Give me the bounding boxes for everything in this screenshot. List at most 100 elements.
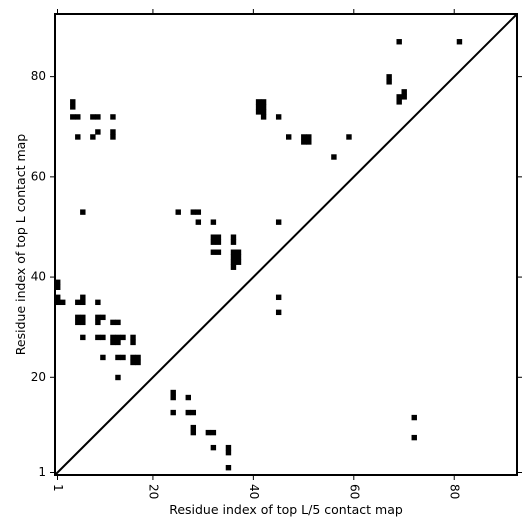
- x-tick-label: 1: [51, 484, 65, 492]
- contact-point-upper: [90, 114, 96, 120]
- contact-point-upper: [70, 114, 76, 120]
- contact-point-upper: [235, 254, 242, 260]
- contact-point-upper: [135, 359, 141, 366]
- contact-point-lower: [225, 449, 232, 456]
- contact-point-lower: [225, 464, 232, 471]
- contact-point-upper: [255, 109, 262, 115]
- contact-point-upper: [230, 254, 237, 260]
- contact-point-upper: [55, 299, 61, 306]
- x-tick-label: 40: [247, 484, 261, 499]
- contact-point-upper: [95, 299, 101, 306]
- contact-point-upper: [130, 334, 136, 341]
- contact-point-lower: [170, 409, 176, 416]
- contact-point-upper: [80, 294, 86, 301]
- markers-lower: [170, 389, 417, 471]
- contact-point-upper: [75, 299, 81, 306]
- contact-point-upper: [120, 354, 126, 361]
- contact-point-upper: [230, 264, 237, 270]
- contact-point-upper: [306, 134, 312, 140]
- y-tick-label: 80: [31, 69, 46, 83]
- contact-point-upper: [70, 104, 76, 110]
- contact-point-upper: [235, 249, 242, 255]
- contact-point-upper: [331, 154, 337, 160]
- contact-point-upper: [230, 239, 237, 245]
- plot-frame: [54, 13, 518, 476]
- contact-point-upper: [95, 114, 101, 120]
- contact-point-upper: [301, 134, 307, 140]
- contact-point-upper: [80, 209, 86, 215]
- contact-point-upper: [195, 209, 202, 215]
- contact-point-upper: [110, 114, 116, 120]
- contact-point-lower: [190, 429, 197, 436]
- contact-point-upper: [115, 334, 121, 341]
- contact-point-lower: [170, 389, 176, 396]
- contact-point-upper: [90, 134, 96, 140]
- contact-point-lower: [210, 444, 217, 451]
- contact-point-upper: [255, 99, 262, 105]
- contact-point-upper: [260, 104, 267, 110]
- contact-point-upper: [110, 339, 116, 346]
- contact-point-upper: [100, 354, 106, 361]
- contact-point-lower: [190, 424, 197, 431]
- x-axis-title: Residue index of top L/5 contact map: [169, 502, 403, 517]
- contact-point-upper: [60, 299, 66, 306]
- contact-point-upper: [80, 319, 86, 326]
- contact-point-upper: [396, 94, 402, 100]
- contact-point-upper: [80, 314, 86, 321]
- contact-point-lower: [411, 414, 417, 421]
- contact-point-upper: [190, 209, 197, 215]
- x-tick-label: 80: [448, 484, 462, 499]
- y-tick-label: 60: [31, 169, 46, 183]
- contact-point-lower: [225, 444, 232, 451]
- y-tick-label: 40: [31, 270, 46, 284]
- contact-point-upper: [175, 209, 181, 215]
- diagonal-line: [54, 13, 518, 476]
- contact-point-upper: [401, 89, 407, 95]
- contact-point-upper: [230, 234, 237, 240]
- contact-point-upper: [80, 299, 86, 306]
- contact-point-upper: [75, 114, 81, 120]
- contact-point-upper: [386, 79, 392, 85]
- contact-point-upper: [115, 339, 121, 346]
- contact-point-upper: [306, 139, 312, 145]
- contact-point-upper: [210, 249, 217, 255]
- y-tick-label: 1: [38, 465, 46, 479]
- contact-point-lower: [205, 429, 212, 436]
- contact-point-upper: [275, 114, 282, 120]
- contact-point-upper: [95, 319, 101, 326]
- contact-point-upper: [135, 354, 141, 361]
- contact-point-upper: [255, 104, 262, 110]
- contact-point-lower: [411, 434, 417, 441]
- contact-point-lower: [190, 409, 197, 416]
- contact-point-upper: [120, 334, 126, 341]
- contact-point-upper: [275, 309, 282, 316]
- contact-point-upper: [301, 139, 307, 145]
- contact-point-upper: [110, 319, 116, 326]
- contact-point-upper: [230, 259, 237, 265]
- contact-point-upper: [95, 314, 101, 321]
- contact-point-upper: [110, 334, 116, 341]
- contact-point-lower: [170, 394, 176, 401]
- x-tick-label: 20: [146, 484, 160, 499]
- contact-point-upper: [215, 239, 222, 245]
- contact-point-upper: [210, 239, 217, 245]
- contact-point-upper: [396, 99, 402, 105]
- contact-point-upper: [55, 279, 61, 285]
- contact-point-upper: [230, 249, 237, 255]
- contact-point-upper: [100, 314, 106, 321]
- contact-point-upper: [70, 99, 76, 105]
- contact-point-upper: [210, 234, 217, 240]
- contact-point-upper: [275, 294, 282, 301]
- contact-point-upper: [195, 219, 202, 225]
- contact-point-upper: [130, 354, 136, 361]
- y-tick-label: 20: [31, 370, 46, 384]
- contact-point-upper: [110, 134, 116, 140]
- contact-point-lower: [185, 409, 191, 416]
- contact-point-upper: [75, 319, 81, 326]
- contact-point-upper: [95, 334, 101, 341]
- contact-point-lower: [210, 429, 217, 436]
- contact-point-upper: [55, 294, 61, 301]
- contact-point-upper: [235, 259, 242, 265]
- ticks: 1 20 40 60 80 1 20 40 60 80: [31, 9, 522, 499]
- contact-point-upper: [95, 129, 101, 135]
